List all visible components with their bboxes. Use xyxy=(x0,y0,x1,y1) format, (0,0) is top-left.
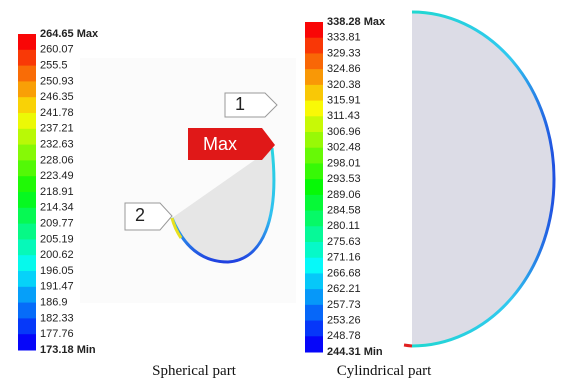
cylinder-section xyxy=(412,12,554,346)
color-band xyxy=(18,303,36,319)
legend-label: 333.81 xyxy=(327,32,361,44)
legend-label: 218.91 xyxy=(40,186,74,198)
color-band xyxy=(18,50,36,66)
legend-label: 214.34 xyxy=(40,202,74,214)
legend-label: 284.58 xyxy=(327,204,361,216)
legend-label: 237.21 xyxy=(40,123,74,135)
color-band xyxy=(18,34,36,50)
legend-label: 306.96 xyxy=(327,126,361,138)
color-band xyxy=(305,132,323,148)
legend-label: 298.01 xyxy=(327,157,361,169)
callout-label: 2 xyxy=(135,205,145,225)
color-band xyxy=(18,160,36,176)
color-band xyxy=(305,22,323,38)
legend-label: 223.49 xyxy=(40,170,74,182)
legend-label: 191.47 xyxy=(40,281,74,293)
color-band xyxy=(18,145,36,161)
color-band xyxy=(305,195,323,211)
legend-label: 293.53 xyxy=(327,173,361,185)
legend-label: 315.91 xyxy=(327,94,361,106)
cylinder-max xyxy=(404,345,412,346)
color-band xyxy=(18,287,36,303)
color-band xyxy=(305,336,323,352)
color-band xyxy=(305,101,323,117)
color-band xyxy=(305,226,323,242)
color-band xyxy=(18,224,36,240)
color-band xyxy=(305,116,323,132)
color-band xyxy=(18,271,36,287)
color-band xyxy=(18,113,36,129)
callout-1 xyxy=(225,93,277,117)
color-band xyxy=(305,211,323,227)
legend-label: 253.26 xyxy=(327,314,361,326)
legend-label: 262.21 xyxy=(327,283,361,295)
color-band xyxy=(18,176,36,192)
callout-label: Max xyxy=(203,134,237,154)
color-band xyxy=(18,334,36,350)
color-band xyxy=(305,163,323,179)
color-band xyxy=(305,148,323,164)
legend-label: 246.35 xyxy=(40,91,74,103)
color-band xyxy=(305,53,323,69)
legend-label: 324.86 xyxy=(327,63,361,75)
legend-label: 257.73 xyxy=(327,299,361,311)
right-color-bar xyxy=(305,22,323,353)
color-band xyxy=(305,273,323,289)
legend-label: 200.62 xyxy=(40,249,74,261)
color-band xyxy=(305,179,323,195)
legend-label: 209.77 xyxy=(40,218,74,230)
color-band xyxy=(18,81,36,97)
legend-label: 241.78 xyxy=(40,107,74,119)
legend-label: 255.5 xyxy=(40,60,68,72)
color-band xyxy=(305,85,323,101)
legend-label: 244.31 Min xyxy=(327,346,383,358)
legend-label: 250.93 xyxy=(40,75,74,87)
color-band xyxy=(18,129,36,145)
caption: Spherical part xyxy=(152,363,237,379)
callout-label: 1 xyxy=(235,94,245,114)
legend-label: 311.43 xyxy=(327,110,360,122)
color-band xyxy=(305,305,323,321)
color-band xyxy=(18,255,36,271)
color-band xyxy=(18,239,36,255)
color-band xyxy=(18,192,36,208)
color-band xyxy=(305,289,323,305)
legend-label: 173.18 Min xyxy=(40,344,96,356)
legend-label: 264.65 Max xyxy=(40,28,99,40)
legend-label: 289.06 xyxy=(327,189,361,201)
legend-label: 338.28 Max xyxy=(327,16,386,28)
legend-label: 275.63 xyxy=(327,236,361,248)
legend-label: 329.33 xyxy=(327,47,361,59)
legend-label: 232.63 xyxy=(40,139,74,151)
legend-label: 302.48 xyxy=(327,142,361,154)
color-band xyxy=(305,258,323,274)
legend-label: 266.68 xyxy=(327,267,361,279)
figure: 1 Max 2 Spherical part Cylindrical part … xyxy=(0,0,582,383)
legend-label: 248.78 xyxy=(327,330,361,342)
legend-label: 271.16 xyxy=(327,252,361,264)
color-band xyxy=(18,97,36,113)
color-band xyxy=(18,208,36,224)
color-band xyxy=(305,242,323,258)
legend-label: 196.05 xyxy=(40,265,74,277)
caption: Cylindrical part xyxy=(337,363,432,379)
legend-label: 205.19 xyxy=(40,233,74,245)
legend-label: 260.07 xyxy=(40,44,74,56)
legend-label: 182.33 xyxy=(40,312,74,324)
color-band xyxy=(305,321,323,337)
color-band xyxy=(18,318,36,334)
color-band xyxy=(18,66,36,82)
legend-label: 186.9 xyxy=(40,297,68,309)
color-band xyxy=(305,38,323,54)
legend-label: 320.38 xyxy=(327,79,361,91)
legend-label: 280.11 xyxy=(327,220,360,232)
legend-label: 177.76 xyxy=(40,328,74,340)
color-band xyxy=(305,69,323,85)
left-color-bar xyxy=(18,34,36,351)
legend-label: 228.06 xyxy=(40,154,74,166)
